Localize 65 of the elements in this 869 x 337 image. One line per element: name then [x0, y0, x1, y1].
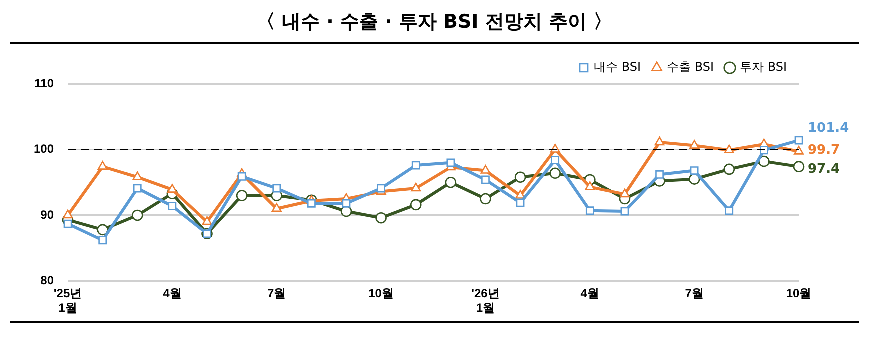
point	[133, 184, 142, 193]
point	[132, 210, 144, 222]
point	[272, 203, 282, 212]
data-label: 101.4	[808, 120, 850, 136]
data-label: 97.4	[808, 162, 840, 178]
point	[236, 190, 248, 202]
point	[64, 220, 72, 228]
point	[793, 161, 805, 172]
point	[98, 236, 108, 245]
point	[132, 172, 143, 180]
y-tick-label: 90	[40, 208, 54, 222]
point	[272, 184, 282, 193]
point	[794, 136, 804, 145]
point	[690, 140, 700, 149]
x-tick-label: 10월	[786, 286, 812, 301]
point	[551, 156, 560, 164]
y-tick-label: 80	[40, 274, 54, 288]
legend-label: 투자 BSI	[740, 60, 788, 74]
point	[514, 172, 526, 183]
point	[97, 224, 108, 236]
point	[98, 161, 108, 170]
point	[690, 166, 699, 175]
point	[794, 146, 804, 155]
x-tick-label: '26년 1월	[472, 286, 500, 316]
point	[410, 199, 422, 211]
point	[724, 144, 734, 154]
point	[654, 136, 665, 146]
point	[550, 168, 561, 180]
point	[656, 170, 664, 179]
point	[725, 206, 734, 216]
x-tick-label: 4월	[580, 286, 600, 301]
x-tick-label: 4월	[163, 286, 182, 301]
x-tick-label: '25년 1월	[54, 286, 82, 316]
data-label: 99.7	[808, 143, 840, 158]
point	[63, 210, 73, 219]
x-tick-label: 10월	[368, 286, 394, 301]
point	[480, 193, 492, 205]
y-tick-label: 110	[34, 76, 54, 90]
point	[168, 202, 177, 210]
point	[411, 182, 422, 192]
point	[412, 161, 420, 170]
point	[482, 176, 490, 184]
point	[307, 199, 316, 208]
point	[516, 198, 525, 208]
point	[480, 165, 491, 174]
point	[202, 216, 212, 226]
legend-label: 내수 BSI	[594, 60, 642, 74]
point	[376, 212, 387, 224]
point	[758, 156, 770, 168]
point	[586, 206, 594, 216]
point	[620, 207, 630, 216]
y-tick-label: 100	[34, 142, 54, 156]
point	[585, 182, 596, 190]
point	[620, 188, 630, 198]
x-tick-label: 7월	[685, 286, 704, 301]
point	[445, 176, 457, 188]
point	[238, 172, 246, 181]
point	[167, 184, 178, 193]
point	[446, 158, 456, 168]
x-tick-label: 7월	[268, 286, 286, 301]
point	[342, 199, 351, 208]
chart-title: 〈 내수 · 수출 · 투자 BSI 전망치 추이 〉	[10, 0, 859, 44]
point	[724, 164, 736, 176]
point	[516, 190, 526, 199]
legend-label: 수출 BSI	[667, 60, 714, 74]
